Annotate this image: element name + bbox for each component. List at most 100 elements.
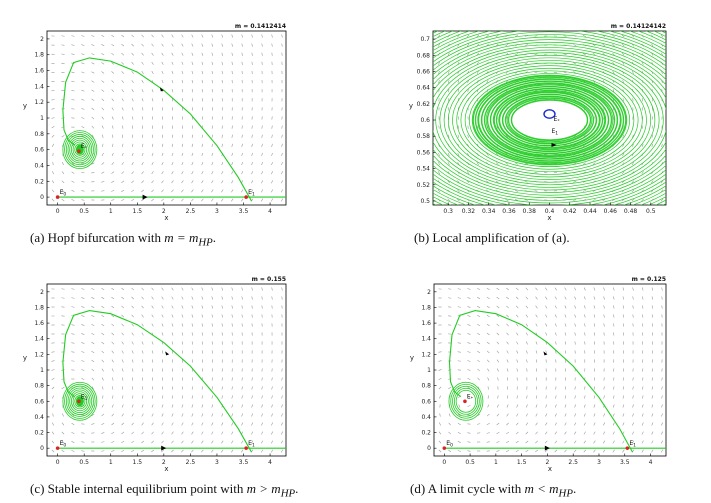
field-arrow xyxy=(132,143,134,147)
field-arrow xyxy=(280,440,284,444)
field-arrow xyxy=(231,70,233,75)
field-arrow xyxy=(251,61,253,65)
field-arrow xyxy=(191,161,194,166)
field-arrow xyxy=(61,288,65,290)
field-arrow xyxy=(496,450,500,452)
field-arrow xyxy=(91,44,95,47)
field-arrow xyxy=(622,377,624,381)
spiral-ring xyxy=(450,383,482,419)
m-value-label: m = 0.155 xyxy=(252,276,286,283)
field-arrow xyxy=(111,43,115,47)
field-arrow xyxy=(593,440,596,444)
field-arrow xyxy=(641,404,644,408)
field-arrow xyxy=(181,143,184,147)
equilibrium-label-sub: 1 xyxy=(252,192,255,198)
field-arrow xyxy=(191,189,194,193)
field-arrow xyxy=(161,413,164,417)
field-arrow xyxy=(613,323,615,327)
field-arrow xyxy=(191,134,193,138)
field-arrow xyxy=(642,305,644,309)
field-arrow xyxy=(593,413,596,417)
field-arrow xyxy=(642,296,644,300)
field-arrow xyxy=(121,431,125,435)
field-arrow xyxy=(438,351,442,353)
field-arrow xyxy=(71,35,75,37)
field-arrow xyxy=(593,395,596,399)
field-arrow xyxy=(603,314,605,318)
field-arrow xyxy=(613,305,615,309)
field-arrow xyxy=(141,287,144,291)
field-arrow xyxy=(447,162,450,166)
field-arrow xyxy=(91,413,95,417)
field-arrow xyxy=(641,143,644,147)
y-tick-label: 1 xyxy=(427,367,431,374)
field-arrow xyxy=(544,287,548,291)
field-arrow xyxy=(131,189,135,193)
y-tick-label: 0.4 xyxy=(421,414,431,421)
field-arrow xyxy=(593,305,596,309)
field-arrow xyxy=(191,323,194,327)
field-arrow xyxy=(466,52,470,56)
field-arrow xyxy=(582,35,587,37)
spiral-ring xyxy=(62,130,98,170)
equilibrium-label: E0 xyxy=(446,440,453,449)
field-arrow xyxy=(660,449,664,453)
x-tick-label: 3.5 xyxy=(620,459,630,466)
field-arrow xyxy=(181,161,184,166)
field-arrow xyxy=(132,395,134,399)
field-arrow xyxy=(661,287,663,291)
field-arrow xyxy=(81,53,85,56)
field-arrow xyxy=(211,422,214,426)
field-arrow xyxy=(496,296,500,300)
field-arrow xyxy=(261,34,263,38)
field-arrow xyxy=(71,333,75,335)
field-arrow xyxy=(161,43,164,47)
field-arrow xyxy=(437,189,441,193)
field-arrow xyxy=(573,44,577,46)
field-arrow xyxy=(496,441,500,443)
field-arrow xyxy=(191,305,194,309)
field-arrow xyxy=(270,198,274,202)
field-arrow xyxy=(622,61,625,65)
field-arrow xyxy=(171,413,174,417)
plot-area xyxy=(438,287,666,453)
field-arrow xyxy=(583,413,586,417)
field-arrow xyxy=(467,297,471,299)
field-arrow xyxy=(603,395,605,399)
field-arrow xyxy=(81,80,85,83)
direction-arrow xyxy=(551,143,557,148)
field-arrow xyxy=(622,449,625,453)
field-arrow xyxy=(71,351,75,353)
field-arrow xyxy=(612,134,615,138)
field-arrow xyxy=(632,413,634,417)
field-arrow xyxy=(211,404,214,408)
field-arrow xyxy=(211,332,213,336)
spiral-ring xyxy=(69,389,91,414)
field-arrow xyxy=(564,440,567,444)
field-arrow xyxy=(574,332,576,336)
field-arrow xyxy=(621,171,625,175)
field-arrow xyxy=(477,341,481,345)
field-arrow xyxy=(201,143,204,147)
field-arrow xyxy=(467,288,471,290)
field-arrow xyxy=(477,332,481,336)
field-arrow xyxy=(81,441,85,443)
field-arrow xyxy=(584,323,586,327)
field-arrow xyxy=(281,395,283,399)
y-tick-label: 0 xyxy=(40,445,44,452)
field-arrow xyxy=(211,43,214,47)
panel-b: E1 E* 0.3 0.32 0.34 0.36 0.38 0.4 0.42 0.44 0.46 0.… xyxy=(356,0,711,250)
field-arrow xyxy=(632,134,634,138)
field-arrow xyxy=(554,431,558,435)
spiral-ring xyxy=(455,389,477,413)
field-arrow xyxy=(574,323,576,327)
field-arrow xyxy=(221,422,224,426)
field-arrow xyxy=(487,368,490,372)
trajectory-ring xyxy=(433,49,666,191)
y-tick-label: 0.2 xyxy=(34,430,44,437)
field-arrow xyxy=(612,413,615,417)
field-arrow xyxy=(71,297,75,299)
field-arrow xyxy=(261,404,263,408)
x-tick-label: 0.36 xyxy=(502,208,516,215)
field-arrow xyxy=(101,152,104,156)
